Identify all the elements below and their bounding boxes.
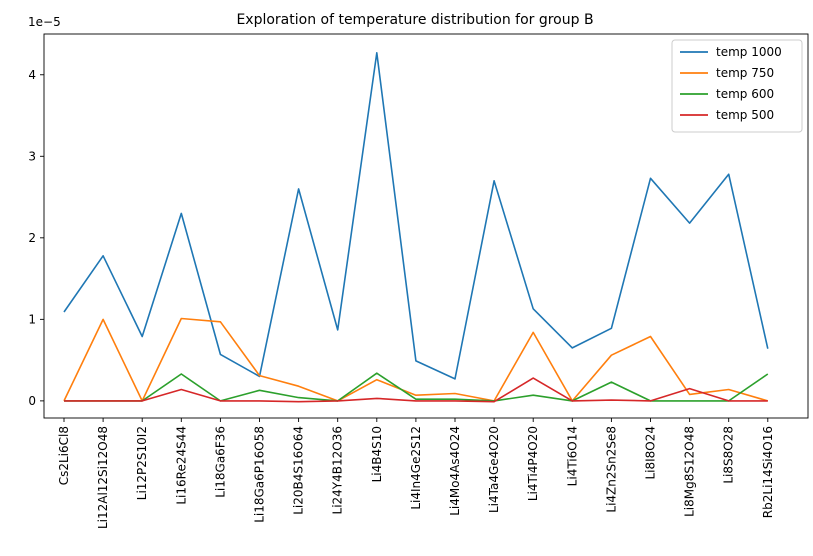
x-tick-label: Li20B4S16O64: [292, 426, 306, 515]
legend-label-2: temp 750: [716, 66, 774, 80]
legend-label-4: temp 500: [716, 108, 774, 122]
x-tick-label: Li18Ga6F36: [213, 426, 227, 498]
x-tick-label: Li8Mg8S12O48: [683, 426, 697, 517]
x-tick-label: Li12P2S10I2: [135, 426, 149, 500]
x-tick-label: Rb2Li14Si4O16: [761, 426, 775, 518]
x-tick-label: Li16Re24S44: [174, 426, 188, 505]
legend-box: [671, 39, 803, 133]
x-tick-label: Li4B4S10: [370, 426, 384, 482]
legend-label-3: temp 600: [716, 87, 774, 101]
x-tick-label: Cs2Li6Cl8: [57, 426, 71, 485]
y-tick-label: 2: [28, 231, 36, 245]
x-tick-label: Li12Al12Si12O48: [96, 426, 110, 529]
x-tick-label: Li4Ti4P4O20: [526, 426, 540, 501]
y-tick-label: 0: [28, 394, 36, 408]
series-line-4: [64, 377, 768, 403]
x-tick-label: Li4Zn2Sn2Se8: [604, 426, 618, 513]
x-tick-label: Li4Mo4As4O24: [448, 426, 462, 516]
x-tick-label: Li24Y4B12O36: [331, 426, 345, 514]
chart-title: Exploration of temperature distribution …: [236, 12, 593, 28]
x-tick-label: Li8I8O24: [644, 426, 658, 480]
y-tick-label: 3: [28, 149, 36, 163]
x-tick-label: Li4Ti6O14: [565, 426, 579, 486]
y-tick-label: 1: [28, 312, 36, 326]
plot-area: 0 1 2 3 4 Cs2Li6Cl8 Li12Al12Si12O48 Li12P2S10I2…: [28, 33, 809, 529]
series-line-1: [63, 51, 769, 380]
axes-frame: [43, 33, 809, 419]
x-tick-label: Li18Ga6P16O58: [253, 426, 267, 523]
y-tick-label: 4: [28, 68, 36, 82]
x-tick-label: Li4Ta4Ge4O20: [487, 426, 501, 513]
legend: temp 1000 temp 750 temp 600 temp 500: [671, 39, 803, 133]
x-tick-label: Li8S8O28: [722, 426, 736, 484]
series-line-2: [63, 317, 769, 402]
y-axis-multiplier: 1e−5: [28, 15, 61, 29]
legend-label-1: temp 1000: [716, 45, 782, 59]
x-tick-label: Li4In4Ge2S12: [409, 426, 423, 510]
